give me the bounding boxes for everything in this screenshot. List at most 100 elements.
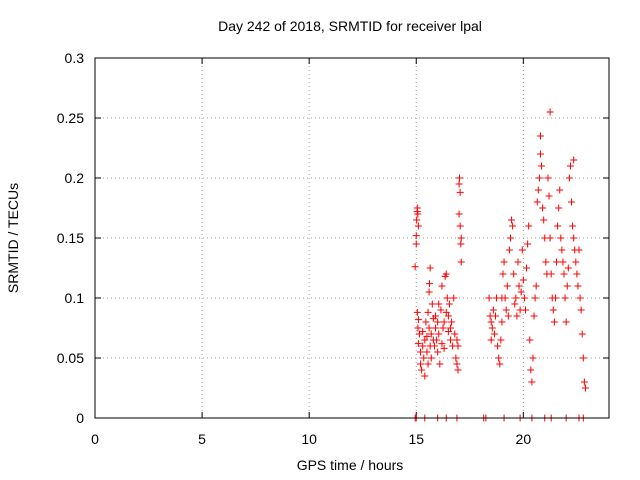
data-point [488, 324, 496, 332]
data-point [438, 340, 446, 348]
data-point [525, 222, 533, 230]
y-tick-label: 0.1 [65, 290, 85, 306]
data-point [487, 318, 495, 326]
data-point [562, 318, 570, 326]
data-point [448, 318, 456, 326]
data-point [421, 372, 429, 380]
data-point [457, 240, 465, 248]
data-point [438, 282, 446, 290]
data-point [565, 174, 573, 182]
data-point [455, 180, 463, 188]
data-point [575, 246, 583, 254]
data-point [501, 294, 509, 302]
data-point [551, 294, 559, 302]
data-point [456, 188, 464, 196]
data-point [544, 174, 552, 182]
data-point [500, 258, 508, 266]
data-point [442, 270, 450, 278]
data-point [505, 246, 513, 254]
data-point [566, 162, 574, 170]
data-point [496, 360, 504, 368]
data-point [436, 360, 444, 368]
data-point [414, 340, 422, 348]
data-point [569, 222, 577, 230]
y-tick-label: 0 [76, 410, 84, 426]
data-point [428, 300, 436, 308]
data-point [412, 232, 420, 240]
y-tick-label: 0.2 [65, 170, 85, 186]
data-point [513, 312, 521, 320]
data-point [420, 354, 428, 362]
data-point [534, 186, 542, 194]
data-point [512, 294, 520, 302]
data-point [442, 308, 450, 316]
data-point [439, 324, 447, 332]
data-point [550, 318, 558, 326]
data-point [580, 378, 588, 386]
data-point [490, 330, 498, 338]
data-point [414, 210, 422, 218]
data-point [563, 282, 571, 290]
data-point [432, 312, 440, 320]
data-point [427, 330, 435, 338]
data-point [555, 204, 563, 212]
data-point [503, 282, 511, 290]
data-point [538, 162, 546, 170]
data-point [570, 156, 578, 164]
data-point [425, 324, 433, 332]
data-point [454, 342, 462, 350]
data-point [453, 360, 461, 368]
data-point [570, 234, 578, 242]
data-point [510, 270, 518, 278]
data-point [549, 306, 557, 314]
data-point [413, 204, 421, 212]
data-point [414, 324, 422, 332]
data-point [418, 366, 426, 374]
data-point [564, 264, 572, 272]
data-point [578, 330, 586, 338]
data-point [489, 306, 497, 314]
data-point [437, 306, 445, 314]
data-point [523, 264, 531, 272]
data-point [453, 336, 461, 344]
data-point [529, 354, 537, 362]
data-point [577, 306, 585, 314]
data-point [417, 348, 425, 356]
data-point [491, 312, 499, 320]
data-point [424, 308, 432, 316]
data-point [504, 312, 512, 320]
data-point [533, 198, 541, 206]
data-point [447, 336, 455, 344]
data-point [561, 294, 569, 302]
y-tick-label: 0.25 [57, 110, 84, 126]
data-point [433, 336, 441, 344]
data-point [521, 306, 529, 314]
data-point [576, 294, 584, 302]
data-point [447, 324, 455, 332]
data-point [536, 132, 544, 140]
data-point [514, 258, 522, 266]
data-point [454, 366, 462, 374]
data-point [444, 328, 452, 336]
data-point [485, 294, 493, 302]
data-point [497, 336, 505, 344]
data-point [417, 360, 425, 368]
data-point [573, 270, 581, 278]
data-point [440, 344, 448, 352]
data-point [536, 150, 544, 158]
data-point [556, 186, 564, 194]
data-point [568, 198, 576, 206]
data-point [530, 312, 538, 320]
tick-labels: 0 5 10 15 20 0 0.05 0.1 0.15 0.2 0.25 0.3 [57, 50, 532, 447]
data-point [540, 216, 548, 224]
x-axis-label: GPS time / hours [297, 457, 404, 473]
chart-title: Day 242 of 2018, SRMTID for receiver lpa… [218, 18, 482, 34]
data-point [542, 258, 550, 266]
data-point [419, 342, 427, 350]
data-point [487, 336, 495, 344]
data-point [515, 282, 523, 290]
data-point [411, 263, 419, 271]
plot-frame [94, 57, 610, 419]
data-point [434, 348, 442, 356]
